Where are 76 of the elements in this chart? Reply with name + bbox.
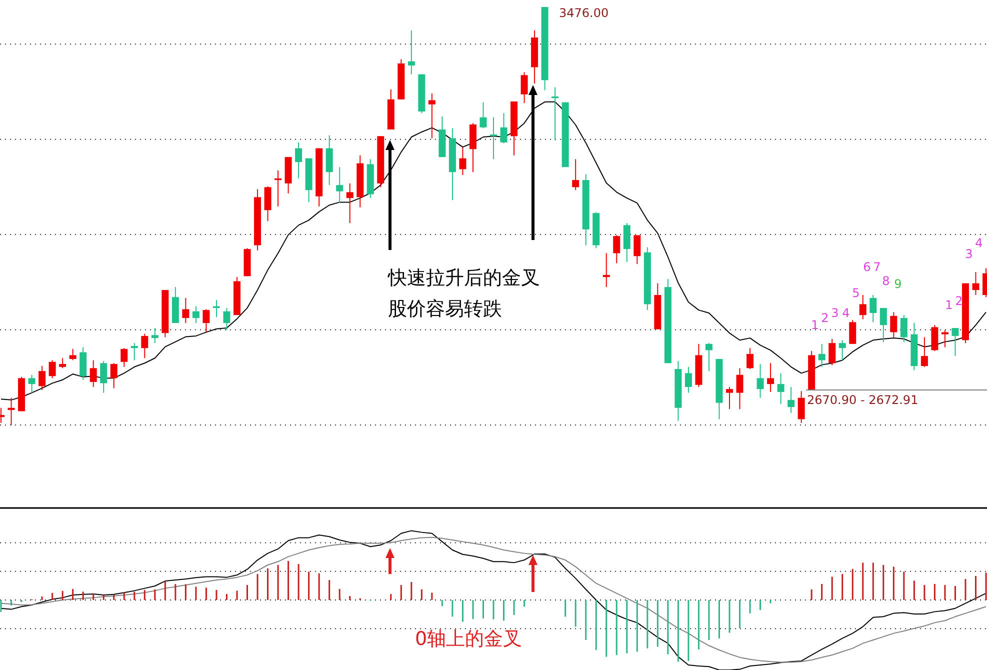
candlestick xyxy=(480,102,487,129)
candlestick xyxy=(788,386,795,414)
annotation: 3 xyxy=(831,306,839,320)
candlestick xyxy=(192,306,200,324)
candlestick xyxy=(756,363,764,398)
candlestick xyxy=(182,297,190,324)
annotation: 1 xyxy=(811,318,819,332)
annotation: 2 xyxy=(955,294,963,308)
annotation: 2670.90 - 2672.91 xyxy=(807,393,918,407)
candlestick xyxy=(972,272,980,296)
annotation: 股价容易转跌 xyxy=(388,298,502,320)
candlestick xyxy=(900,314,908,343)
candlestick xyxy=(634,234,641,265)
candlestick xyxy=(941,330,948,348)
candlestick xyxy=(223,307,230,331)
candlestick xyxy=(28,374,36,394)
candlestick xyxy=(726,386,733,410)
candlestick xyxy=(59,358,66,369)
candlestick xyxy=(336,166,344,204)
candlestick xyxy=(705,342,712,372)
candlestick xyxy=(69,348,76,361)
candlestick xyxy=(818,343,826,368)
candlestick xyxy=(80,346,87,380)
annotation: 4 xyxy=(975,236,983,250)
candlestick xyxy=(100,360,108,394)
candlestick xyxy=(798,390,805,424)
candlestick xyxy=(920,336,928,368)
candlestick xyxy=(777,372,784,405)
candlestick xyxy=(408,30,415,75)
candlestick xyxy=(684,366,692,394)
candlestick xyxy=(880,307,887,343)
candlestick xyxy=(613,234,620,264)
candlestick xyxy=(520,72,528,104)
candlestick xyxy=(838,340,846,361)
annotation: 快速拉升后的金叉 xyxy=(387,267,540,289)
candlestick xyxy=(264,186,272,222)
candlestick xyxy=(295,142,302,179)
annotation: 0轴上的金叉 xyxy=(415,628,522,650)
candlestick xyxy=(736,368,744,410)
candlestick xyxy=(572,158,580,191)
candlestick xyxy=(459,146,466,176)
annotation: 1 xyxy=(945,298,953,312)
candlestick xyxy=(326,134,333,186)
candlestick xyxy=(828,338,836,366)
candlestick xyxy=(346,182,354,224)
candlestick xyxy=(151,328,158,344)
candlestick xyxy=(767,362,774,392)
candlestick xyxy=(202,308,210,333)
annotation: 2 xyxy=(821,311,829,325)
candlestick xyxy=(623,222,630,262)
candlestick xyxy=(952,328,959,357)
annotation: 4 xyxy=(842,306,850,320)
candlestick xyxy=(849,320,856,344)
annotation: 5 xyxy=(852,286,860,300)
candlestick xyxy=(500,112,508,144)
candlestick xyxy=(120,348,128,368)
candlestick xyxy=(746,348,754,370)
annotation: 6 xyxy=(863,260,871,274)
candlestick xyxy=(890,312,898,338)
candlestick xyxy=(48,360,56,379)
annotation: 7 xyxy=(873,260,881,274)
candlestick xyxy=(870,294,877,323)
candlestick xyxy=(141,333,148,359)
candlestick xyxy=(90,360,97,388)
candlestick xyxy=(130,342,138,361)
annotation: 3476.00 xyxy=(559,6,609,20)
annotation: 8 xyxy=(882,274,890,288)
candlestick xyxy=(859,294,866,320)
candlestick xyxy=(428,93,436,139)
candlestick xyxy=(602,252,610,288)
candlestick xyxy=(110,362,118,389)
candlestick xyxy=(38,366,46,390)
candlestick xyxy=(931,324,938,352)
annotation: 9 xyxy=(894,277,902,291)
annotation: 3 xyxy=(965,247,973,261)
candlestick xyxy=(8,397,15,426)
